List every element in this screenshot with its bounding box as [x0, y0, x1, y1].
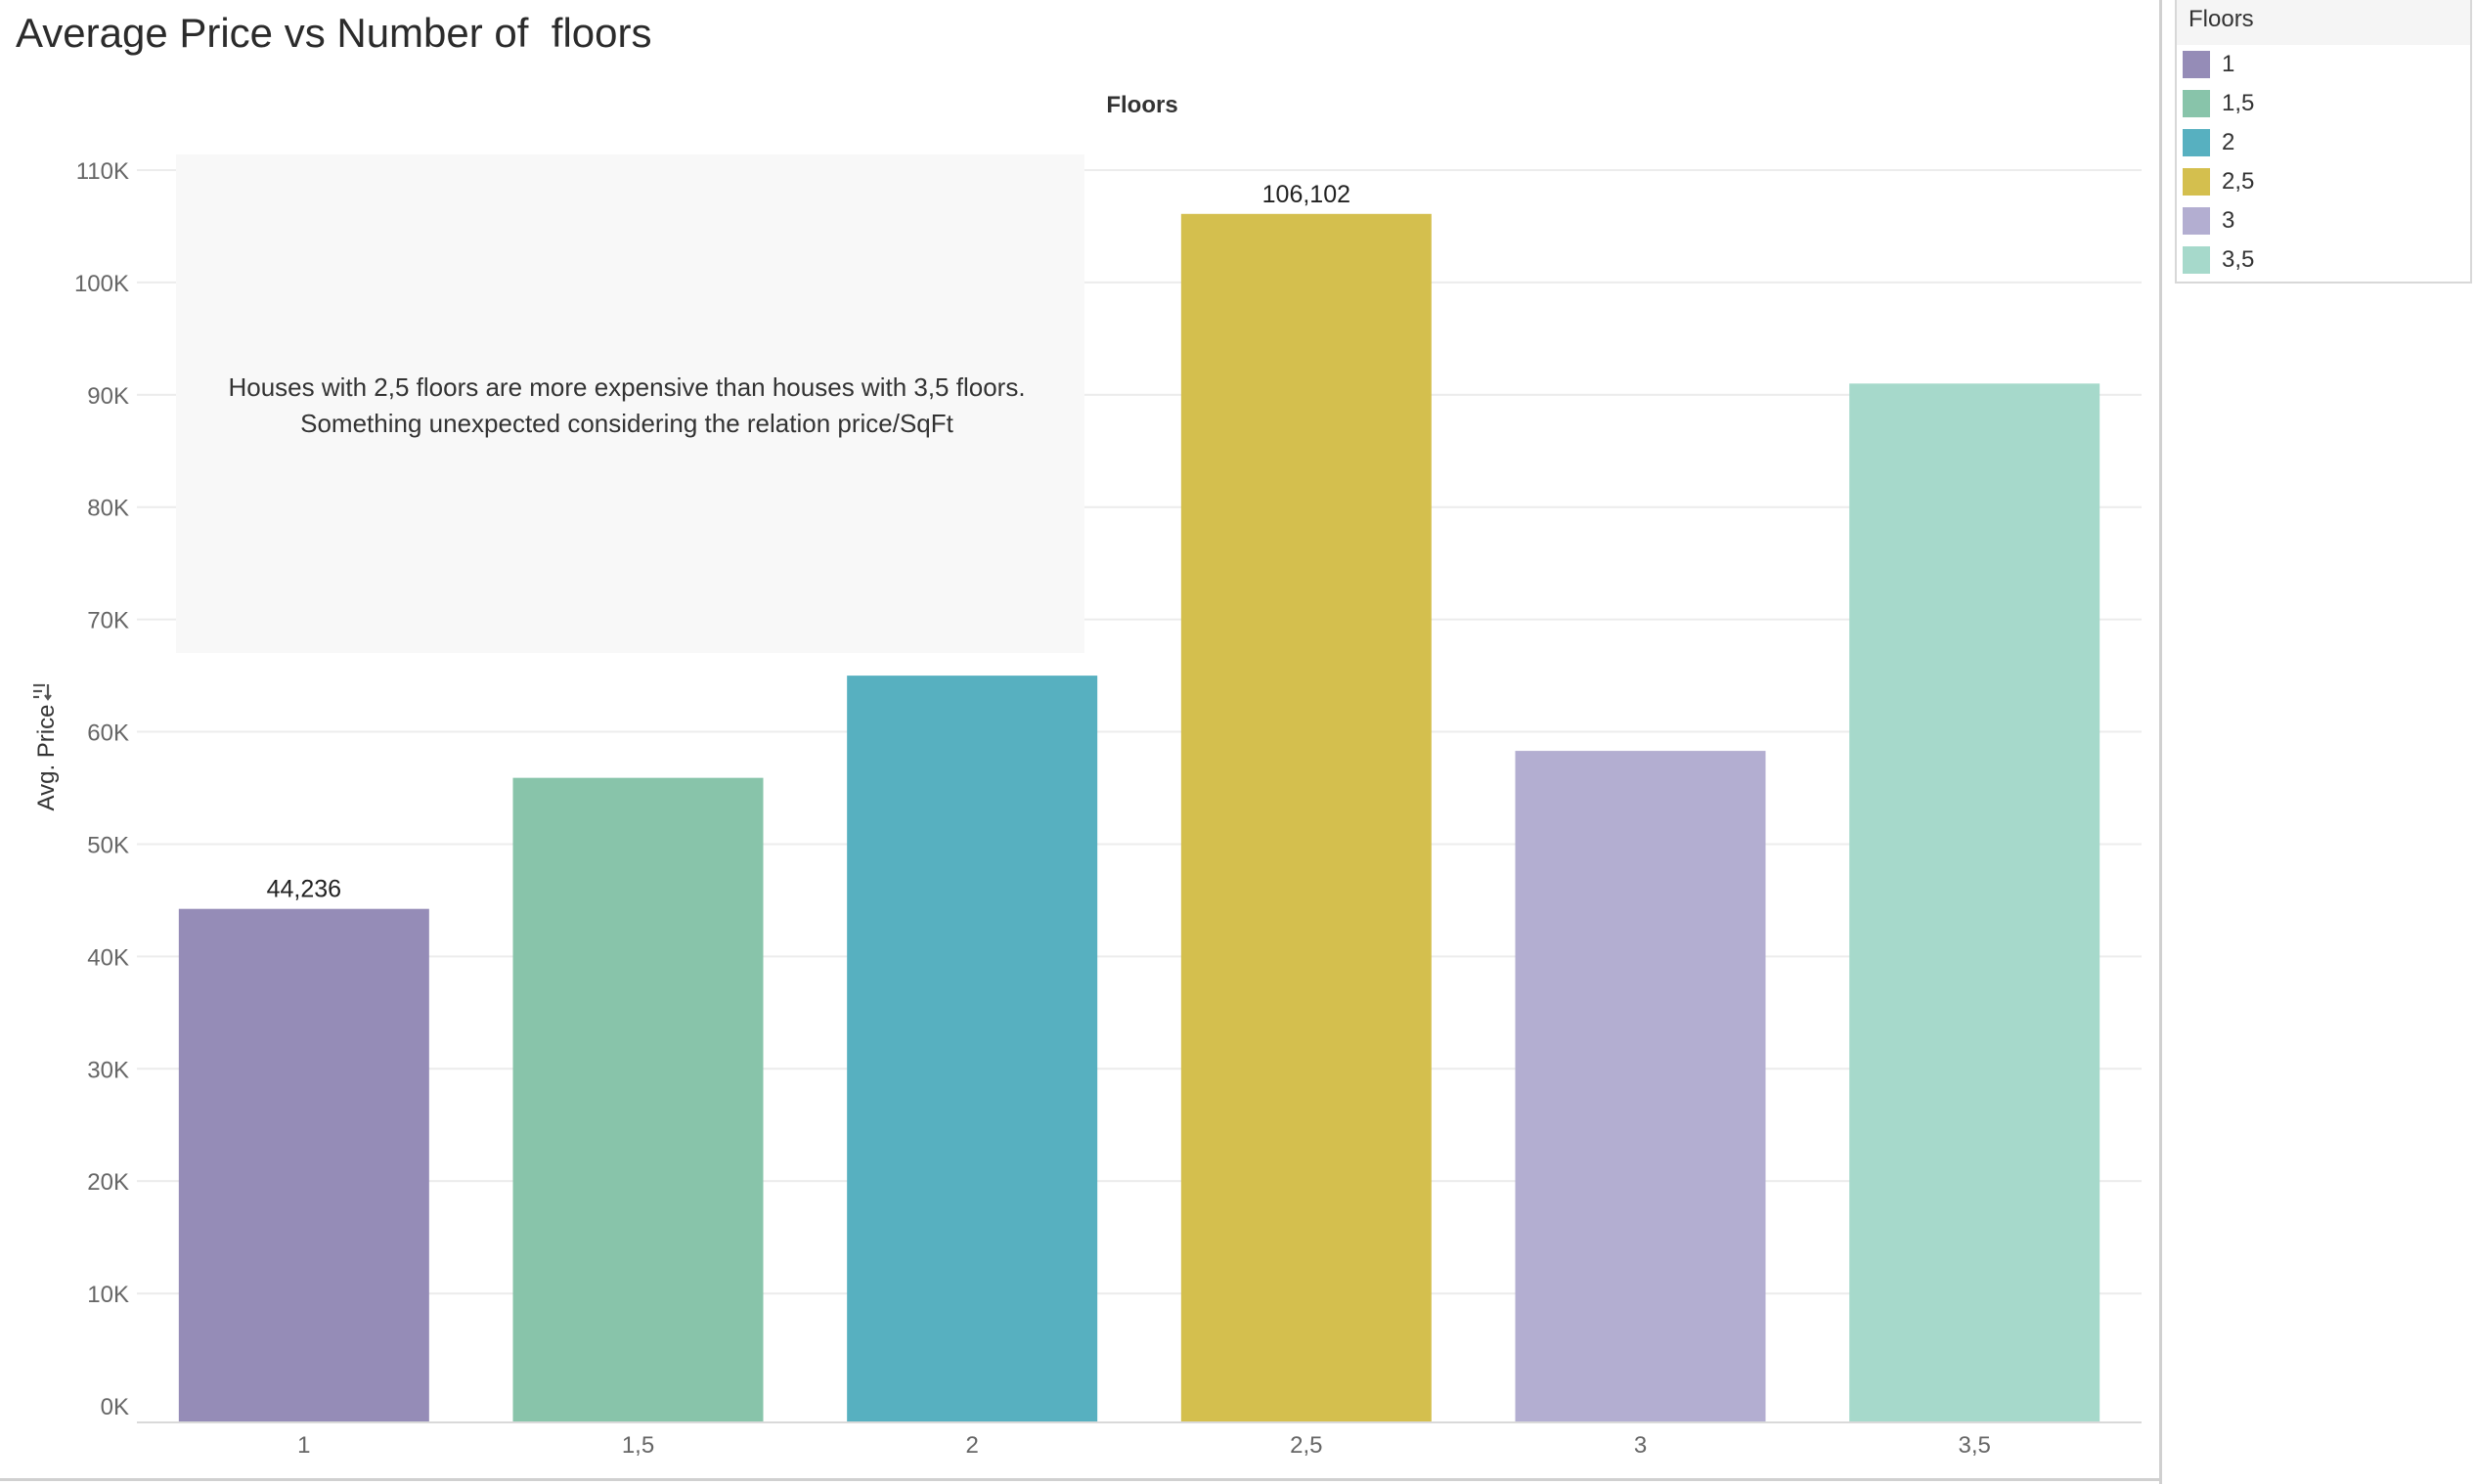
bar[interactable] — [512, 777, 764, 1422]
y-tick-label: 80K — [87, 496, 129, 522]
x-tick-label: 1 — [297, 1432, 310, 1459]
annotation-line-1: Houses with 2,5 floors are more expensiv… — [228, 372, 1025, 402]
bars: 44,236 106,102 — [178, 181, 2100, 1423]
page-title: Average Price vs Number of floors — [16, 10, 652, 56]
bar[interactable] — [178, 908, 429, 1422]
y-tick-label: 30K — [87, 1057, 129, 1083]
bar[interactable] — [847, 676, 1098, 1422]
y-tick-label: 40K — [87, 944, 129, 971]
legend-label: 3,5 — [2222, 246, 2255, 273]
legend-item[interactable]: 2 — [2177, 123, 2470, 162]
bar[interactable] — [1849, 383, 2100, 1422]
legend-item[interactable]: 1,5 — [2177, 84, 2470, 123]
x-axis-ticks: 1 1,5 2 2,5 3 3,5 — [297, 1432, 1991, 1459]
y-tick-label: 20K — [87, 1169, 129, 1196]
y-tick-label: 0K — [101, 1394, 129, 1420]
legend: Floors 1 1,5 2 2,5 3 3,5 — [2175, 0, 2472, 284]
legend-swatch — [2183, 168, 2210, 196]
bar[interactable] — [1180, 213, 1432, 1423]
legend-label: 2 — [2222, 129, 2235, 155]
y-tick-label: 70K — [87, 608, 129, 634]
chart-title: Floors — [1106, 92, 1177, 118]
legend-item[interactable]: 3,5 — [2177, 240, 2470, 280]
y-axis-label: Avg. Price — [33, 705, 60, 811]
legend-title: Floors — [2177, 0, 2470, 45]
x-tick-label: 1,5 — [622, 1432, 654, 1459]
legend-item[interactable]: 3 — [2177, 201, 2470, 240]
y-tick-label: 110K — [76, 158, 129, 185]
x-tick-label: 2,5 — [1290, 1432, 1322, 1459]
view-border-right — [2159, 0, 2162, 1484]
sort-icon[interactable] — [33, 683, 52, 701]
y-axis-ticks: 0K 10K 20K 30K 40K 50K 60K 70K 80K 90K 100K 110K — [74, 158, 129, 1420]
legend-swatch — [2183, 90, 2210, 117]
view-border-bottom — [0, 1478, 2161, 1481]
y-tick-label: 90K — [87, 383, 129, 410]
y-tick-label: 50K — [87, 832, 129, 858]
legend-label: 2,5 — [2222, 168, 2255, 195]
y-tick-label: 100K — [74, 271, 129, 297]
legend-label: 1 — [2222, 51, 2235, 77]
bar[interactable] — [1515, 751, 1766, 1422]
x-tick-label: 3 — [1634, 1432, 1647, 1459]
data-label: 44,236 — [267, 876, 341, 903]
legend-swatch — [2183, 51, 2210, 78]
annotation-background — [176, 154, 1084, 653]
bar-chart: Floors Avg. Price Houses with 2,5 floors… — [33, 92, 2142, 1459]
y-tick-label: 10K — [87, 1282, 129, 1308]
legend-swatch — [2183, 246, 2210, 274]
legend-item[interactable]: 2,5 — [2177, 162, 2470, 201]
legend-label: 1,5 — [2222, 90, 2255, 116]
legend-swatch — [2183, 207, 2210, 235]
y-tick-label: 60K — [87, 720, 129, 747]
x-tick-label: 3,5 — [1958, 1432, 1990, 1459]
data-label: 106,102 — [1262, 181, 1350, 208]
x-tick-label: 2 — [965, 1432, 978, 1459]
legend-swatch — [2183, 129, 2210, 156]
annotation-line-2: Something unexpected considering the rel… — [300, 409, 954, 438]
legend-item[interactable]: 1 — [2177, 45, 2470, 84]
legend-label: 3 — [2222, 207, 2235, 234]
annotation: Houses with 2,5 floors are more expensiv… — [176, 154, 1084, 653]
